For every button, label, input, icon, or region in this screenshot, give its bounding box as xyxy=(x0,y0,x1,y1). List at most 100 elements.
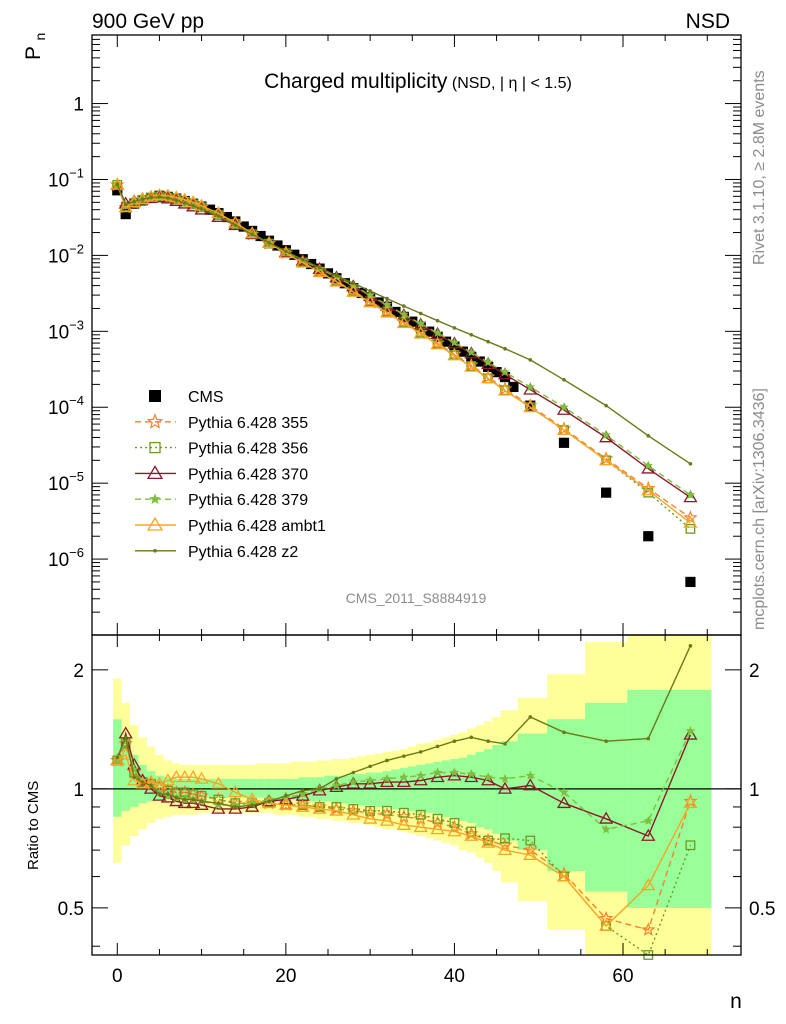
ratio-point xyxy=(177,770,192,783)
main-point xyxy=(379,298,395,311)
ratio-point xyxy=(186,795,201,809)
main-point xyxy=(424,326,435,337)
main-point xyxy=(418,311,423,316)
main-point xyxy=(449,341,460,352)
main-point xyxy=(312,265,327,278)
main-ylabel-n: n xyxy=(32,33,48,41)
ratio-point xyxy=(599,918,614,931)
main-point xyxy=(464,359,479,372)
main-point xyxy=(528,358,533,362)
legend-entry: CMS xyxy=(149,389,224,406)
ratio-point xyxy=(331,780,342,790)
main-point xyxy=(483,357,493,367)
main-point xyxy=(356,287,367,299)
x-tick-label: 20 xyxy=(275,966,296,987)
band-green-bin xyxy=(475,751,484,828)
ratio-point xyxy=(278,797,293,810)
ratio-point xyxy=(191,797,195,802)
ratio-point xyxy=(396,817,411,830)
ratio-point xyxy=(604,739,608,743)
ratio-point xyxy=(166,792,170,796)
ratio-point xyxy=(447,768,462,781)
chart-title-sub-suffix: | < 1.5) xyxy=(522,75,572,92)
main-point xyxy=(339,278,350,289)
legend-marker xyxy=(149,390,161,402)
ratio-point xyxy=(497,842,513,856)
ratio-point xyxy=(559,787,569,797)
ratio-point xyxy=(481,773,496,786)
ratio-series-layer xyxy=(109,644,698,960)
main-point xyxy=(373,297,384,308)
ratio-point xyxy=(228,801,243,814)
ratio-point xyxy=(432,767,443,777)
main-ylabel: P n xyxy=(22,33,48,60)
ratio-point xyxy=(199,799,204,804)
ratio-point xyxy=(379,774,395,788)
ratio-point xyxy=(267,799,271,804)
ratio-point xyxy=(469,735,474,740)
main-point xyxy=(132,199,136,204)
main-point xyxy=(449,337,460,347)
ratio-point xyxy=(466,769,477,779)
ratio-point xyxy=(368,764,372,769)
ratio-point xyxy=(149,783,153,788)
main-point xyxy=(123,202,128,207)
band-green-bin xyxy=(121,737,130,811)
main-point xyxy=(399,309,409,319)
main-point xyxy=(432,327,443,338)
main-point xyxy=(452,326,457,330)
legend-entry: Pythia 6.428 ambt1 xyxy=(135,516,326,535)
main-point xyxy=(120,208,131,220)
ratio-point xyxy=(685,726,696,736)
ratio-series-line xyxy=(116,645,692,808)
main-point xyxy=(556,422,572,435)
ratio-point xyxy=(486,739,490,743)
main-point xyxy=(683,490,698,503)
main-point xyxy=(191,204,195,208)
ratio-point xyxy=(160,790,175,803)
main-point xyxy=(182,201,187,205)
main-point xyxy=(140,197,145,201)
ratio-y-tick-label-right: 0.5 xyxy=(749,899,775,920)
main-point xyxy=(379,305,395,318)
legend: CMS Pythia 6.428 355 Pythia 6.428 356 Pythi… xyxy=(135,389,326,561)
ratio-point xyxy=(385,758,389,763)
main-point xyxy=(601,487,612,498)
main-point xyxy=(407,316,418,327)
main-point xyxy=(390,306,401,318)
ratio-point xyxy=(497,837,513,852)
main-point xyxy=(457,346,468,357)
band-green-bin xyxy=(424,763,434,813)
main-point xyxy=(415,318,426,328)
y-tick-label: 1 xyxy=(73,95,84,116)
ratio-y-tick-label-left: 1 xyxy=(73,780,84,801)
band-green-bin xyxy=(113,719,122,817)
ratio-point xyxy=(169,770,184,783)
main-point xyxy=(685,576,696,588)
ratio-point xyxy=(525,770,536,780)
main-point xyxy=(368,289,372,293)
chart-title-sub-prefix: (NSD, | xyxy=(452,75,504,92)
main-point xyxy=(317,265,322,270)
main-point xyxy=(157,195,162,199)
ratio-y-tick-label-left: 2 xyxy=(73,661,84,682)
main-point xyxy=(166,196,170,200)
main-point xyxy=(558,437,570,448)
legend-label: Pythia 6.428 z2 xyxy=(188,544,298,561)
ratio-point xyxy=(363,811,378,824)
main-point xyxy=(174,198,179,203)
ratio-uncertainty-bands xyxy=(113,635,712,955)
main-point xyxy=(413,326,428,339)
main-point xyxy=(112,185,123,196)
main-point xyxy=(143,189,159,202)
ratio-y-tick-label-right: 2 xyxy=(749,661,760,682)
legend-label: CMS xyxy=(188,389,224,406)
ratio-point xyxy=(640,922,656,936)
main-point xyxy=(396,308,411,321)
main-point xyxy=(402,304,406,308)
ratio-point xyxy=(641,878,656,891)
main-point xyxy=(221,211,232,223)
ratio-point xyxy=(346,776,361,789)
ratio-point xyxy=(365,775,375,785)
main-point xyxy=(641,483,656,496)
